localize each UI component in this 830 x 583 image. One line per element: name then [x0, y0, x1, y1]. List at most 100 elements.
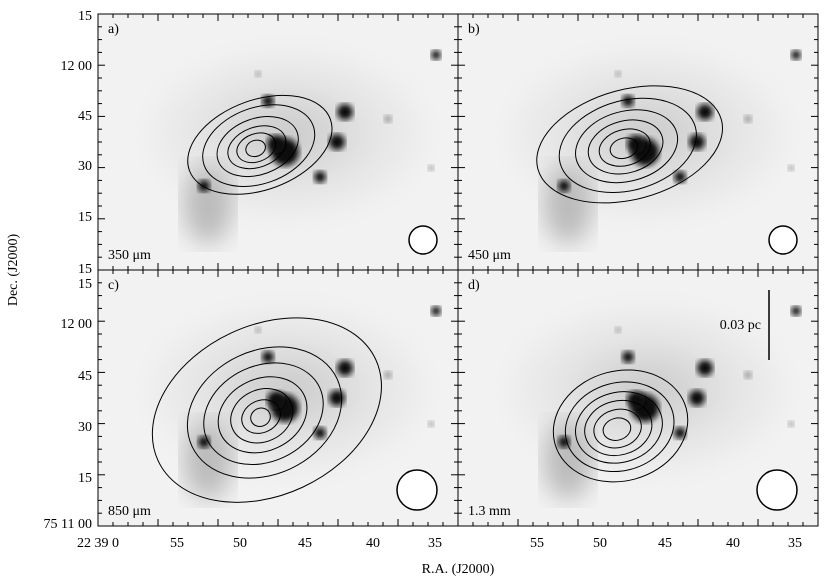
contour	[536, 85, 723, 204]
panel-label: b)	[468, 22, 480, 37]
contour	[587, 119, 664, 175]
wavelength-label: 450 μm	[468, 248, 511, 263]
x-tick-label: 40	[726, 536, 740, 551]
source	[329, 134, 345, 150]
source	[255, 71, 261, 77]
y-tick-label: 15	[78, 277, 92, 292]
source	[267, 391, 285, 409]
source	[627, 135, 645, 153]
y-tick-label: 45	[78, 109, 92, 124]
x-tick-label: 55	[170, 536, 184, 551]
contour	[575, 109, 679, 184]
beam	[408, 225, 438, 255]
source	[788, 165, 794, 171]
beam	[756, 469, 798, 511]
contour	[227, 125, 287, 170]
y-tick-label: 30	[78, 159, 92, 174]
source	[744, 115, 752, 123]
source	[431, 306, 441, 316]
contour	[202, 104, 316, 187]
source	[262, 95, 274, 107]
source	[622, 95, 634, 107]
contour	[250, 407, 271, 427]
contour	[230, 388, 294, 444]
contour	[216, 116, 299, 178]
source	[255, 327, 261, 333]
source	[697, 360, 713, 376]
panel-image	[458, 270, 818, 526]
panel-label: d)	[468, 278, 480, 293]
source	[314, 427, 326, 439]
source	[674, 427, 686, 439]
diffuse-glow	[543, 420, 593, 500]
y-tick-label: 15	[78, 210, 92, 225]
contour	[552, 369, 689, 483]
y-tick-label: 15	[78, 9, 92, 24]
x-tick-label: 45	[298, 536, 312, 551]
contour	[241, 399, 281, 434]
contour	[602, 417, 632, 441]
source	[384, 115, 392, 123]
contour	[236, 132, 277, 164]
source	[384, 371, 392, 379]
contour	[609, 137, 639, 160]
contour	[186, 346, 343, 479]
beam	[396, 469, 438, 511]
panel-label: c)	[108, 278, 119, 293]
contour	[203, 362, 324, 466]
contour	[151, 317, 382, 503]
panel-image	[98, 14, 458, 270]
source	[428, 165, 434, 171]
source	[689, 134, 705, 150]
panel: c) 850 μm	[97, 269, 459, 527]
source	[262, 351, 274, 363]
x-tick-label: 22 39 0	[77, 536, 119, 551]
source	[329, 390, 345, 406]
y-tick-label: 30	[78, 420, 92, 435]
panel: a) 350 μm	[97, 13, 459, 271]
wavelength-label: 350 μm	[108, 248, 151, 263]
source	[615, 327, 621, 333]
x-tick-label: 50	[233, 536, 247, 551]
source	[791, 306, 801, 316]
contour	[593, 408, 642, 449]
diffuse-glow	[543, 164, 593, 244]
x-tick-label: 40	[366, 536, 380, 551]
source	[697, 104, 713, 120]
panel-image	[458, 14, 818, 270]
diffuse-glow	[183, 164, 233, 244]
source	[744, 371, 752, 379]
y-tick-label: 15	[78, 262, 92, 277]
source	[791, 50, 801, 60]
contour	[245, 139, 266, 158]
y-tick-label: 75 11 00	[44, 517, 92, 532]
contour	[598, 128, 651, 167]
x-tick-label: 35	[428, 536, 442, 551]
x-axis-label: R.A. (J2000)	[422, 562, 495, 577]
source	[428, 421, 434, 427]
source	[198, 180, 210, 192]
y-tick-label: 15	[78, 471, 92, 486]
y-tick-label: 45	[78, 369, 92, 384]
source	[622, 351, 634, 363]
contour	[558, 97, 697, 193]
source	[615, 71, 621, 77]
source	[558, 180, 570, 192]
y-tick-label: 12 00	[61, 317, 93, 332]
y-tick-label: 12 00	[61, 59, 93, 74]
source	[674, 171, 686, 183]
source	[314, 171, 326, 183]
panel: b) 450 μm	[457, 13, 819, 271]
scale-bar-label: 0.03 pc	[720, 318, 761, 333]
source	[337, 360, 353, 376]
source	[431, 50, 441, 60]
diffuse-glow	[183, 420, 233, 500]
contour	[564, 381, 675, 473]
wavelength-label: 1.3 mm	[468, 504, 511, 519]
x-tick-label: 45	[658, 536, 672, 551]
source	[558, 436, 570, 448]
x-tick-label: 55	[530, 536, 544, 551]
panel: d) 1.3 mm 0.03 pc	[457, 269, 819, 527]
panel-image	[98, 270, 458, 526]
